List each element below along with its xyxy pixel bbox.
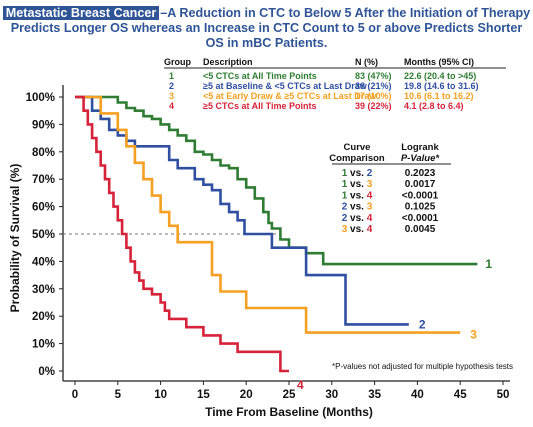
comparison-pair: 1 vs. 2 (342, 168, 373, 179)
legend-table-header: N (%) (355, 57, 378, 67)
legend-group-months: 10.6 (6.1 to 16.2) (404, 91, 474, 101)
y-tick-label: 100% (26, 92, 55, 104)
legend-table-header: Group (164, 57, 191, 67)
comparison-pvalue: 0.0045 (405, 224, 436, 235)
y-tick-label: 20% (32, 311, 55, 323)
title-badge: Metastatic Breast Cancer (2, 6, 160, 20)
x-tick-label: 15 (197, 389, 210, 401)
comparison-header: Curve (344, 142, 371, 153)
x-tick-label: 20 (240, 389, 253, 401)
legend-group-description: ≥5 CTCs at All Time Points (203, 101, 316, 111)
legend-group-months: 22.6 (20.4 to >45) (404, 71, 476, 81)
x-tick-label: 45 (454, 389, 467, 401)
x-tick-label: 35 (368, 389, 381, 401)
x-tick-label: 50 (497, 389, 510, 401)
chart-title: Metastatic Breast Cancer –A Reduction in … (0, 6, 533, 51)
y-tick-label: 50% (32, 229, 55, 241)
series-end-label-2: 2 (419, 317, 426, 331)
title-text: –A Reduction in CTC to Below 5 After the… (10, 6, 531, 50)
x-tick-label: 40 (411, 389, 424, 401)
x-tick-label: 5 (115, 389, 122, 401)
legend-group-n: 17 (10%) (355, 91, 392, 101)
y-tick-label: 10% (32, 339, 55, 351)
x-tick-label: 10 (154, 389, 167, 401)
x-tick-label: 30 (325, 389, 338, 401)
legend-group-months: 19.8 (14.6 to 31.6) (404, 81, 479, 91)
pvalue-header: P-Value* (401, 153, 440, 164)
legend-group-description: <5 CTCs at All Time Points (203, 71, 317, 81)
legend-group-number: 1 (169, 71, 174, 81)
legend-group-description: ≥5 at Baseline & <5 CTCs at Last Draw (203, 81, 368, 91)
x-axis-label: Time From Baseline (Months) (205, 405, 373, 419)
y-axis-label: Probability of Survival (%) (8, 164, 22, 313)
legend-group-number: 3 (169, 91, 174, 101)
y-tick-label: 40% (32, 256, 55, 268)
legend-group-number: 4 (169, 101, 174, 111)
comparison-pvalue: 0.1025 (405, 202, 436, 213)
comparison-pvalue: <0.0001 (402, 213, 439, 224)
series-line-3 (75, 95, 461, 334)
legend-group-n: 39 (22%) (355, 101, 392, 111)
series-end-label-4: 4 (297, 378, 304, 392)
series-line-2 (75, 95, 409, 326)
footnote: *P-values not adjusted for multiple hypo… (332, 362, 513, 371)
legend-group-description: <5 at Early Draw & ≥5 CTCs at Last Draw (203, 91, 377, 101)
y-tick-label: 30% (32, 284, 55, 296)
comparison-pair: 2 vs. 3 (342, 202, 373, 213)
legend-table-header: Months (95% CI) (404, 57, 474, 67)
x-tick-label: 25 (283, 389, 296, 401)
series-line-4 (75, 95, 289, 373)
y-tick-label: 90% (32, 119, 55, 131)
y-tick-label: 70% (32, 174, 55, 186)
y-tick-label: 60% (32, 202, 55, 214)
comparison-pair: 1 vs. 4 (342, 190, 373, 201)
comparison-pvalue: <0.0001 (402, 190, 439, 201)
legend-group-number: 2 (169, 81, 174, 91)
comparison-header: Comparison (329, 153, 385, 164)
legend-group-n: 83 (47%) (355, 71, 392, 81)
pvalue-header: Logrank (401, 142, 439, 153)
legend-table-header: Description (203, 57, 253, 67)
series-line-1 (75, 95, 478, 266)
comparison-pvalue: 0.0017 (405, 179, 436, 190)
comparison-pair: 3 vs. 4 (342, 224, 373, 235)
y-tick-label: 0% (38, 366, 55, 378)
comparison-pvalue: 0.2023 (405, 168, 436, 179)
legend-group-months: 4.1 (2.8 to 6.4) (404, 101, 464, 111)
y-tick-label: 80% (32, 147, 55, 159)
legend-group-n: 38 (21%) (355, 81, 392, 91)
x-tick-label: 0 (72, 389, 78, 401)
comparison-pair: 1 vs. 3 (342, 179, 373, 190)
series-end-label-3: 3 (470, 328, 477, 342)
comparison-pair: 2 vs. 4 (342, 213, 373, 224)
series-end-label-1: 1 (485, 257, 492, 271)
